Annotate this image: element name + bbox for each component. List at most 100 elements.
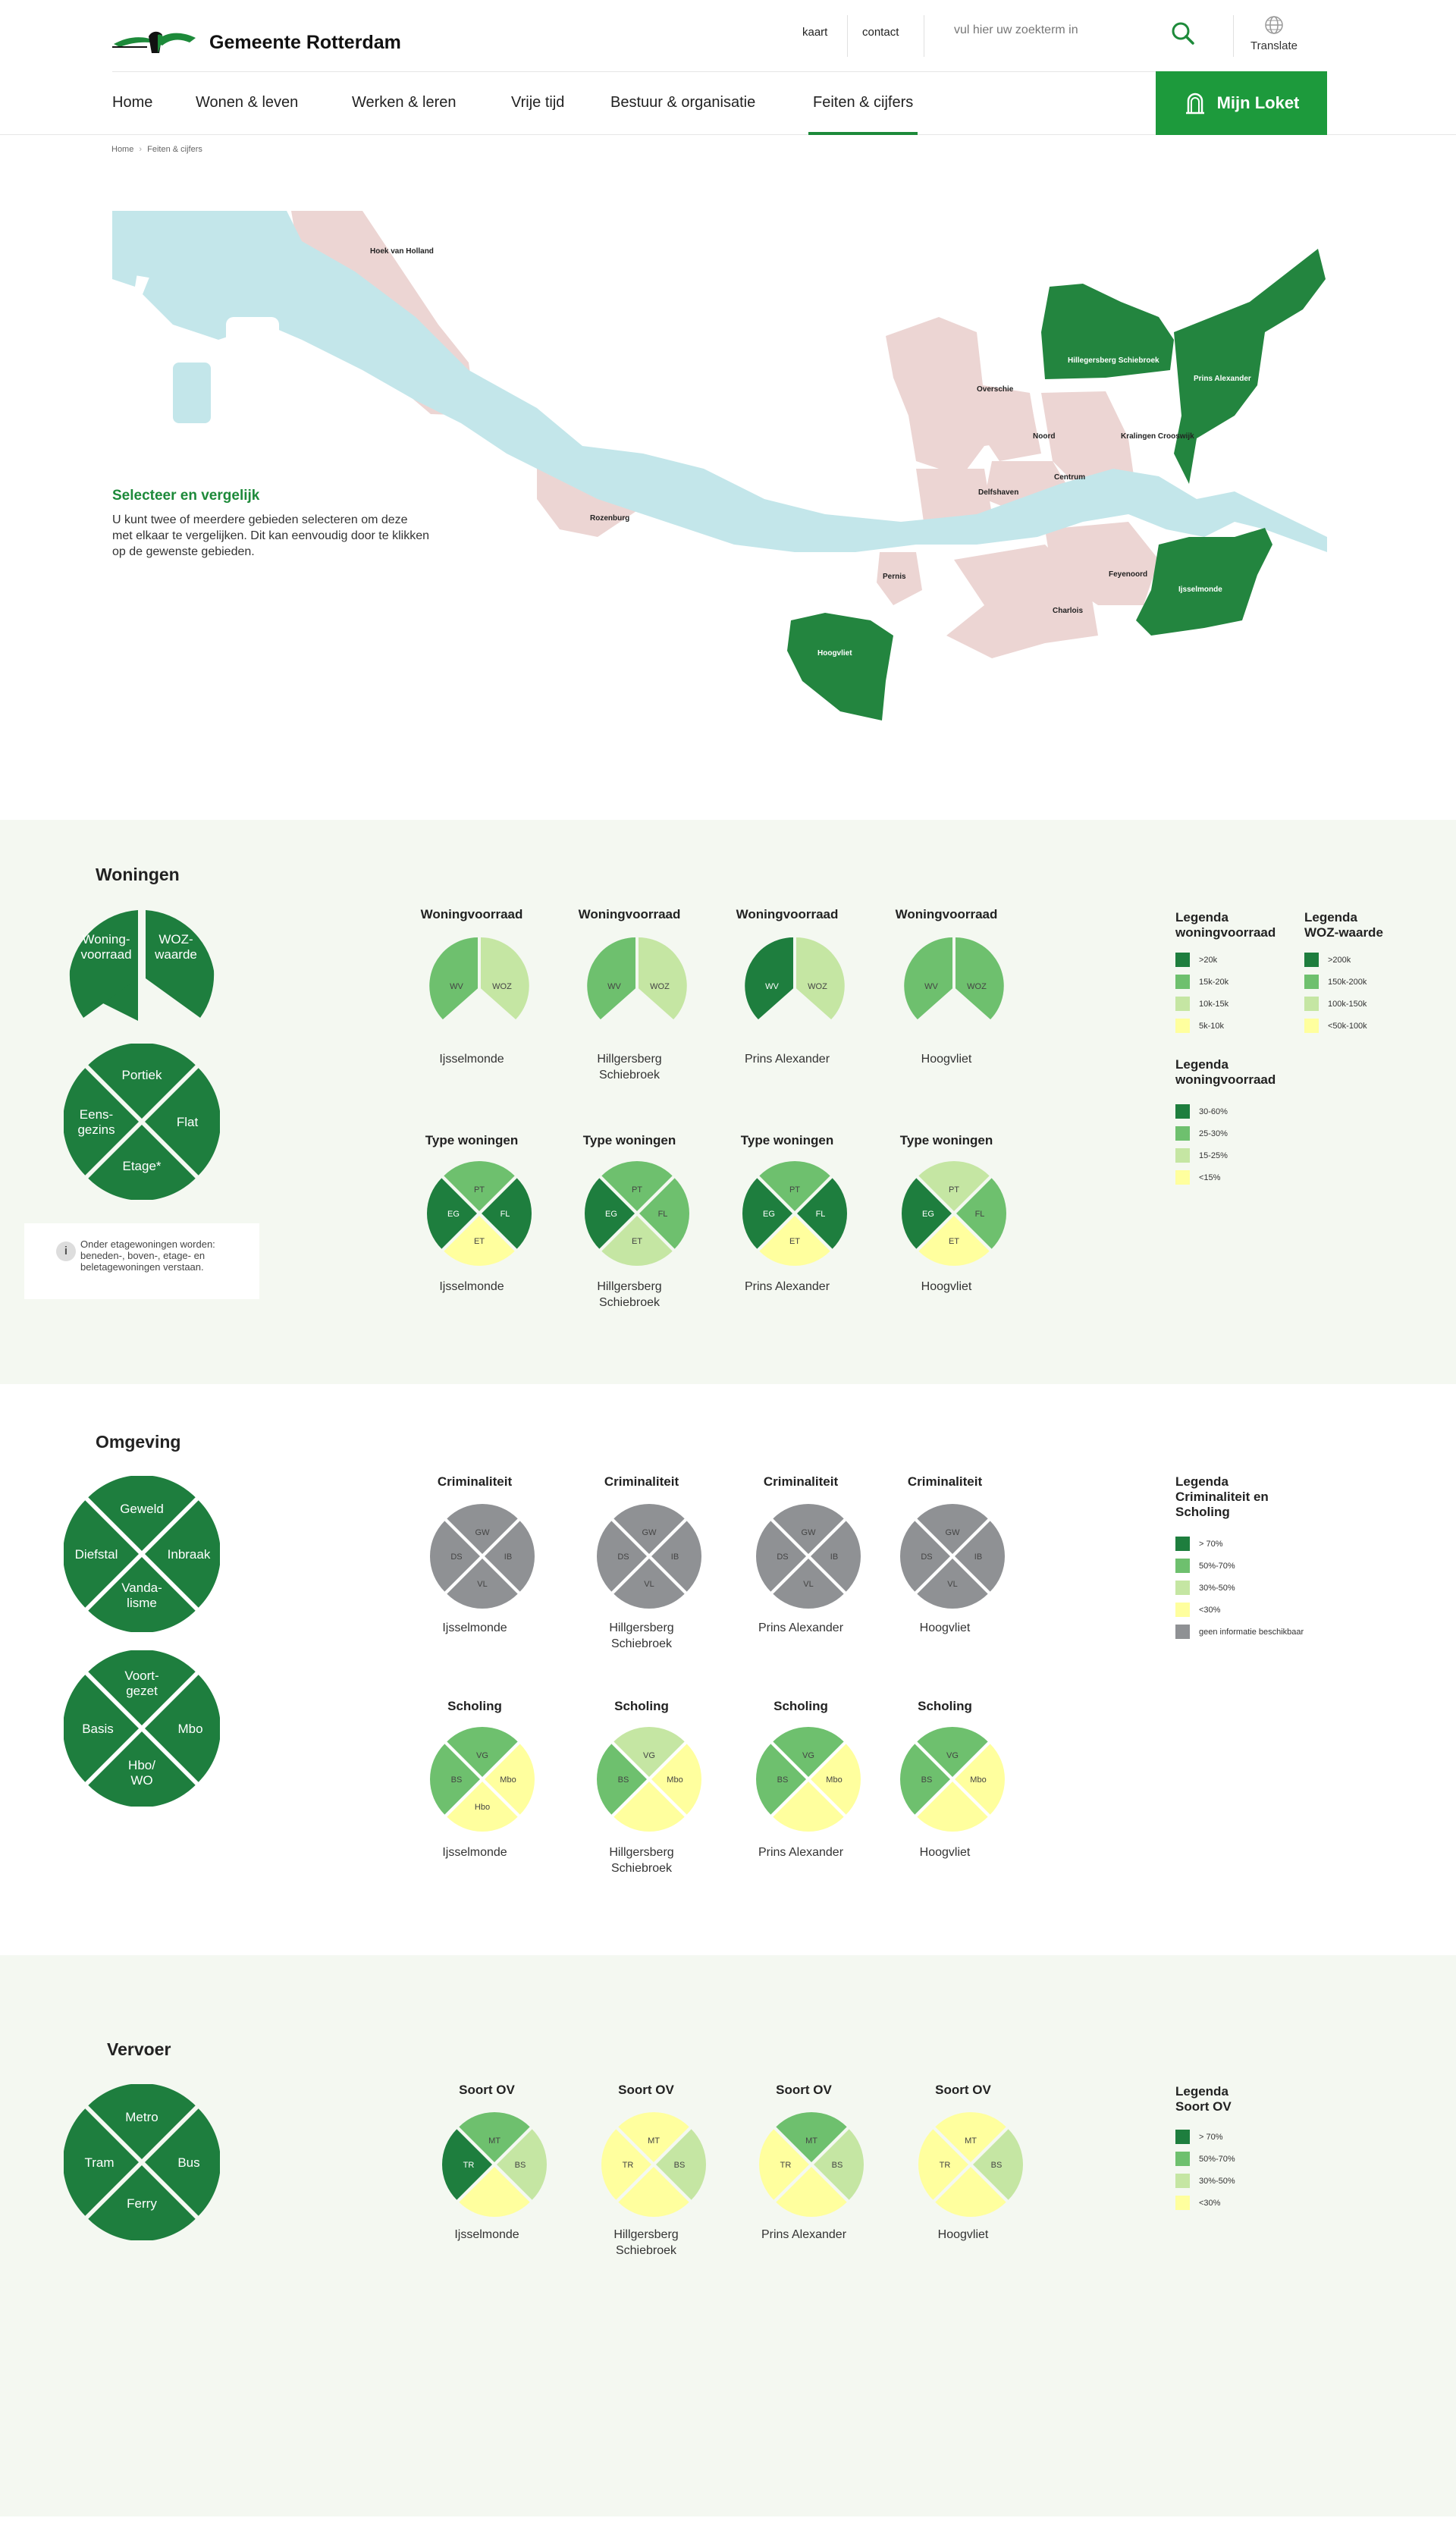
legend-crim-row: <30% [1175, 1603, 1220, 1617]
woningvoorraad-chart[interactable]: WV WOZ [742, 936, 848, 1027]
chart-label-l: BS [777, 1775, 789, 1785]
key-etage: Etage* [122, 1159, 161, 1173]
chart-label-l: BS [618, 1775, 629, 1785]
chart-quarter-l [759, 2129, 809, 2200]
area-name: Ijsselmonde [439, 1280, 504, 1293]
type-woningen-chart[interactable]: PT FL ET EG [584, 1160, 690, 1267]
chart-quarter-t [917, 1504, 988, 1554]
soort-ov-chart[interactable]: MT BS TR [918, 2111, 1024, 2218]
nav-vrije-tijd[interactable]: Vrije tijd [511, 94, 565, 111]
legend-swatch [1175, 2196, 1190, 2210]
kaart-link[interactable]: kaart [802, 26, 828, 39]
chart-quarter-t [773, 1504, 844, 1554]
legend-label: <30% [1199, 2198, 1221, 2208]
area-name: Schiebroek [610, 1862, 673, 1875]
key-wv-line2: voorraad [80, 947, 131, 962]
soort-ov-chart[interactable]: MT BS TR [758, 2111, 864, 2218]
map-area-prins-alexander[interactable] [1174, 249, 1326, 484]
mijn-loket-label: Mijn Loket [1216, 93, 1300, 112]
select-compare-text: U kunt twee of meerdere gebieden selecte… [112, 513, 429, 558]
legend-crim-row: > 70% [1175, 1537, 1223, 1551]
scholing-chart[interactable]: VG Mbo BS [899, 1726, 1006, 1832]
chart-quarter-r [656, 2129, 706, 2200]
chart-title: Soort OV [935, 2083, 991, 2097]
legend-crim-row: 50%-70% [1175, 1559, 1235, 1573]
chart-title: Criminaliteit [437, 1474, 513, 1489]
map-label-feyenoord: Feyenoord [1109, 570, 1147, 579]
map-harbour [112, 211, 143, 287]
woningvoorraad-chart[interactable]: WV WOZ [584, 936, 690, 1027]
map-area-delfshaven[interactable] [916, 469, 992, 529]
key-quarter [64, 1675, 139, 1782]
area-name: Schiebroek [615, 2244, 677, 2257]
chart-quarter-r [955, 1521, 1005, 1592]
breadcrumb-home[interactable]: Home [111, 145, 134, 154]
legend-swatch [1175, 1104, 1190, 1119]
criminaliteit-chart[interactable]: GW IB VL DS [899, 1503, 1006, 1609]
chart-quarter-t [447, 1504, 518, 1554]
map-label-hoogvliet: Hoogvliet [817, 649, 852, 658]
scholing-chart[interactable]: VG Mbo BS [755, 1726, 861, 1832]
nav-wonen-leven[interactable]: Wonen & leven [196, 94, 299, 111]
key-wv-line1: Woning- [83, 932, 130, 946]
legend-label: 150k-200k [1328, 977, 1367, 987]
chart-quarter-t [773, 1727, 844, 1777]
type-woningen-chart[interactable]: PT FL ET EG [742, 1160, 848, 1267]
nav-feiten-cijfers[interactable]: Feiten & cijfers [808, 94, 918, 135]
woningvoorraad-chart[interactable]: WV WOZ [426, 936, 532, 1027]
criminaliteit-chart[interactable]: GW IB VL DS [429, 1503, 535, 1609]
criminaliteit-chart[interactable]: GW IB VL DS [755, 1503, 861, 1609]
chart-title: Soort OV [459, 2083, 515, 2097]
chart-label-b: VL [477, 1580, 487, 1589]
chart-label-b: VL [947, 1580, 957, 1589]
map-label-hillegersberg-schiebroek: Hillegersberg Schiebroek [1068, 356, 1159, 365]
map-area-hoogvliet[interactable] [787, 613, 893, 720]
contact-link[interactable]: contact [862, 26, 899, 39]
legend-label: > 70% [1199, 2132, 1223, 2142]
map-area-ijsselmonde[interactable] [1136, 528, 1272, 636]
search-icon[interactable] [1169, 20, 1197, 47]
scholing-chart[interactable]: VG Mbo Hbo BS [429, 1726, 535, 1832]
chart-quarter-r [811, 1744, 861, 1815]
key-eensgezins-line1: Eens- [80, 1107, 113, 1122]
legend-title-line: Scholing [1175, 1505, 1230, 1519]
nav-werken-leren[interactable]: Werken & leren [352, 94, 457, 111]
map-area-charlois[interactable] [946, 545, 1098, 658]
chart-quarter-b [918, 1216, 990, 1266]
chart-label-t: VG [643, 1751, 655, 1760]
soort-ov-chart[interactable]: MT BS TR [441, 2111, 548, 2218]
map-water [112, 211, 1327, 552]
nav-bestuur-organisatie[interactable]: Bestuur & organisatie [610, 94, 756, 111]
chart-label-t: PT [474, 1185, 485, 1195]
chart-quarter-r [651, 1744, 701, 1815]
chart-quarter-r [497, 2129, 547, 2200]
legend-title-line: Legenda [1175, 1057, 1228, 1072]
chart-area-label: Prins Alexander [719, 1051, 855, 1067]
translate-button[interactable]: Translate [1244, 15, 1304, 52]
area-name: Hillgersberg [609, 1846, 674, 1859]
type-woningen-chart[interactable]: PT FL ET EG [901, 1160, 1007, 1267]
chart-quarter-b [447, 1559, 518, 1609]
woningvoorraad-chart[interactable]: WV WOZ [901, 936, 1007, 1027]
map-area-hillegersberg-schiebroek[interactable] [1041, 284, 1174, 379]
search-input[interactable]: vul hier uw zoekterm in [954, 24, 1078, 36]
nav-home[interactable]: Home [112, 94, 153, 111]
scholing-chart[interactable]: VG Mbo BS [596, 1726, 702, 1832]
chart-quarter-r [482, 1178, 532, 1249]
site-logo[interactable]: Gemeente Rotterdam [112, 27, 401, 58]
chart-quarter-l [427, 1178, 477, 1249]
chart-quarter-l [742, 1178, 792, 1249]
legend-label: > 70% [1199, 1539, 1223, 1549]
legend-swatch [1175, 2130, 1190, 2144]
map-area-pernis[interactable] [877, 552, 922, 605]
criminaliteit-chart[interactable]: GW IB VL DS [596, 1503, 702, 1609]
chart-area-label: Ijsselmonde [406, 1844, 543, 1860]
key-quarter [88, 1476, 196, 1551]
soort-ov-chart[interactable]: MT BS TR [601, 2111, 707, 2218]
mijn-loket-button[interactable]: Mijn Loket [1156, 71, 1327, 135]
legend-woz-title: Legenda WOZ-waarde [1304, 910, 1383, 940]
type-woningen-chart[interactable]: PT FL ET EG [426, 1160, 532, 1267]
map-area-noord[interactable] [984, 397, 1041, 461]
map-label-noord: Noord [1033, 432, 1055, 441]
breadcrumb: Home › Feiten & cijfers [111, 145, 202, 154]
